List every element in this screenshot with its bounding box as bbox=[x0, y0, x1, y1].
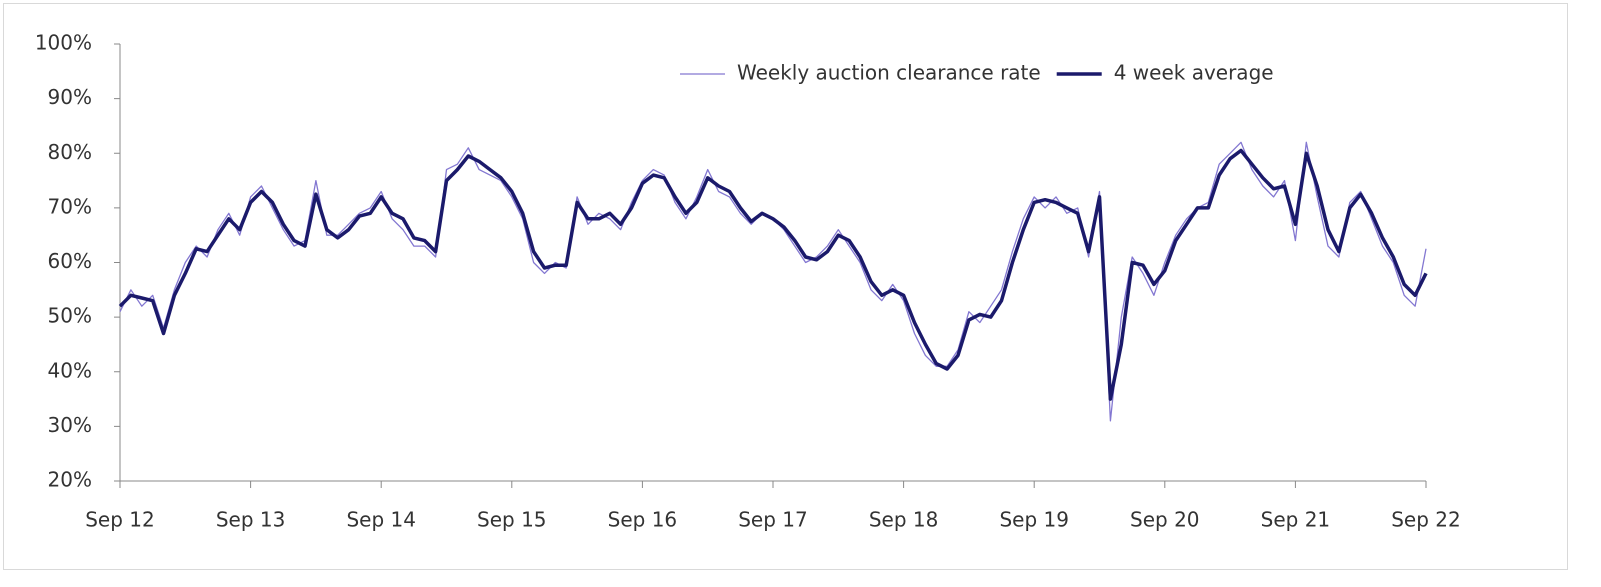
x-tick-label: Sep 13 bbox=[216, 508, 286, 532]
x-tick-label: Sep 22 bbox=[1391, 508, 1461, 532]
chart-frame bbox=[3, 3, 1568, 570]
x-tick-label: Sep 14 bbox=[346, 508, 416, 532]
x-tick-label: Sep 12 bbox=[85, 508, 155, 532]
x-tick-label: Sep 19 bbox=[999, 508, 1069, 532]
y-tick-label: 70% bbox=[48, 194, 92, 218]
x-tick-label: Sep 15 bbox=[477, 508, 547, 532]
x-tick-label: Sep 16 bbox=[608, 508, 678, 532]
x-tick-label: Sep 18 bbox=[869, 508, 939, 532]
y-tick-label: 50% bbox=[48, 304, 92, 328]
x-tick-label: Sep 20 bbox=[1130, 508, 1200, 532]
y-tick-label: 60% bbox=[48, 249, 92, 273]
x-tick-label: Sep 21 bbox=[1261, 508, 1331, 532]
y-tick-label: 100% bbox=[35, 31, 92, 55]
y-tick-label: 30% bbox=[48, 413, 92, 437]
x-tick-label: Sep 17 bbox=[738, 508, 808, 532]
y-tick-label: 20% bbox=[48, 468, 92, 492]
y-tick-label: 80% bbox=[48, 140, 92, 164]
legend-label: Weekly auction clearance rate bbox=[737, 61, 1041, 85]
y-tick-label: 40% bbox=[48, 358, 92, 382]
series-line bbox=[118, 148, 1428, 401]
legend-label: 4 week average bbox=[1114, 61, 1274, 85]
y-tick-label: 90% bbox=[48, 85, 92, 109]
